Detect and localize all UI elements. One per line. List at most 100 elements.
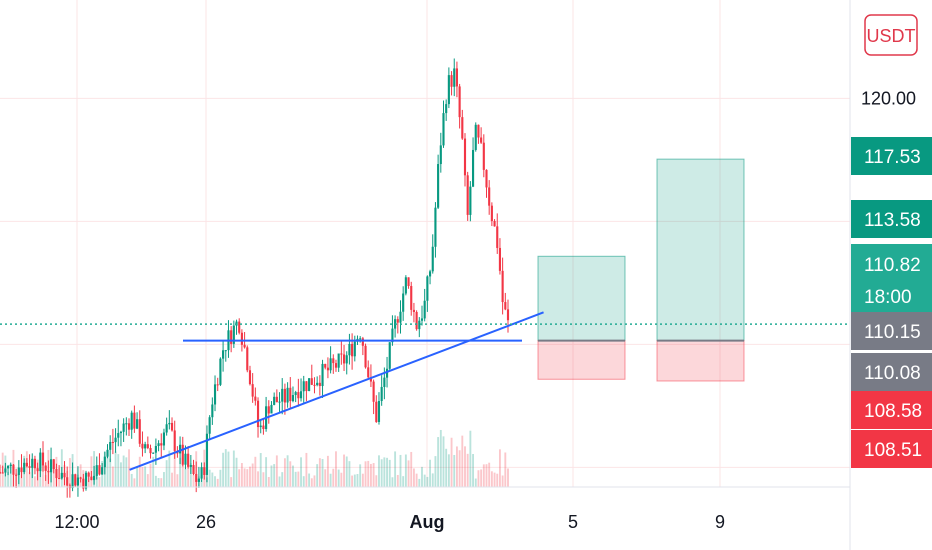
candle-body	[488, 187, 491, 206]
volume-bar	[270, 465, 273, 487]
volume-bar	[216, 478, 219, 487]
position-stop-zone[interactable]	[656, 340, 745, 382]
candle-body	[192, 465, 195, 474]
candle-body	[98, 465, 101, 475]
volume-bar	[146, 474, 149, 487]
volume-bar	[168, 450, 171, 487]
price-tag[interactable]	[851, 137, 932, 175]
volume-bar	[453, 454, 456, 487]
x-tick-label: 12:00	[54, 512, 99, 532]
candle-body	[208, 417, 211, 434]
volume-bar	[128, 449, 130, 487]
candle-body	[404, 277, 407, 294]
candle-body	[375, 401, 378, 422]
candle-body	[49, 459, 53, 473]
volume-bar	[160, 478, 163, 487]
volume-bar	[418, 478, 421, 487]
candle-body	[254, 396, 257, 401]
candle-body	[490, 205, 493, 222]
volume-bar	[488, 462, 491, 487]
volume-bar	[262, 472, 265, 487]
candle-body	[232, 325, 235, 344]
volume-bar	[477, 470, 480, 487]
candle-countdown: 18:00	[864, 287, 912, 308]
candle-body	[431, 246, 434, 272]
volume-bar	[404, 454, 407, 487]
volume-bar	[474, 478, 477, 487]
candle-body	[213, 384, 217, 405]
volume-bar	[308, 473, 311, 487]
candle-body	[482, 142, 485, 170]
position-target-zone[interactable]	[656, 158, 745, 342]
price-tag[interactable]	[851, 200, 932, 238]
candle-body	[485, 169, 488, 188]
candle-body	[329, 358, 332, 371]
ascending-trendline[interactable]	[129, 311, 544, 471]
candle-body	[238, 321, 241, 333]
candle-body	[119, 431, 123, 434]
candle-body	[391, 328, 394, 343]
volume-bar	[348, 461, 351, 487]
position-stop-zone[interactable]	[537, 340, 626, 380]
volume-bar	[114, 451, 117, 487]
x-tick-label: 5	[568, 512, 578, 532]
volume-bar	[111, 466, 114, 487]
candle-body	[224, 350, 227, 352]
price-tag[interactable]	[851, 430, 932, 468]
volume-bar	[42, 465, 44, 487]
volume-bar	[318, 458, 321, 487]
candle-body	[340, 353, 343, 355]
price-tag[interactable]	[851, 391, 932, 429]
volume-bar	[28, 471, 31, 487]
candle-body	[418, 320, 421, 330]
volume-bar	[324, 469, 327, 487]
volume-bar	[165, 460, 168, 487]
volume-bar	[278, 476, 281, 487]
candle-body	[33, 458, 37, 469]
candle-body	[205, 433, 209, 475]
candle-body	[87, 472, 90, 477]
candle-body	[95, 465, 98, 476]
volume-bar	[466, 453, 469, 487]
price-tag[interactable]	[851, 353, 932, 391]
volume-bar	[224, 449, 227, 487]
candle-body	[388, 342, 391, 369]
volume-bar	[367, 460, 370, 487]
volume-bar	[286, 455, 289, 487]
candle-body	[63, 472, 66, 478]
volume-bar	[176, 474, 179, 487]
candle-body	[299, 391, 303, 399]
volume-bar	[388, 459, 391, 487]
volume-bar	[504, 452, 507, 487]
volume-bar	[238, 469, 241, 487]
candle-body	[6, 465, 10, 469]
volume-bar	[192, 474, 195, 487]
volume-bar	[133, 478, 136, 487]
volume-bar	[345, 456, 348, 487]
volume-bar	[480, 469, 483, 487]
price-tag-label: 117.53	[864, 147, 921, 168]
candle-body	[60, 472, 63, 479]
price-tag[interactable]	[851, 244, 932, 318]
candle-body	[504, 302, 507, 310]
volume-bar	[361, 473, 364, 487]
volume-bar	[189, 463, 192, 487]
candle-body	[144, 444, 147, 449]
candle-body	[240, 332, 243, 345]
position-target-zone[interactable]	[537, 255, 626, 342]
volume-bar	[326, 455, 329, 487]
candle-body	[58, 478, 61, 480]
currency-box[interactable]	[864, 14, 918, 56]
volume-bar	[437, 437, 440, 487]
candle-body	[256, 400, 260, 428]
candle-body	[402, 293, 405, 312]
candle-body	[383, 377, 386, 387]
candle-body	[136, 419, 139, 429]
candle-body	[117, 433, 120, 438]
price-tag[interactable]	[851, 312, 932, 350]
candle-body	[420, 318, 424, 321]
volume-bar	[364, 461, 367, 487]
volume-bar	[275, 455, 278, 487]
